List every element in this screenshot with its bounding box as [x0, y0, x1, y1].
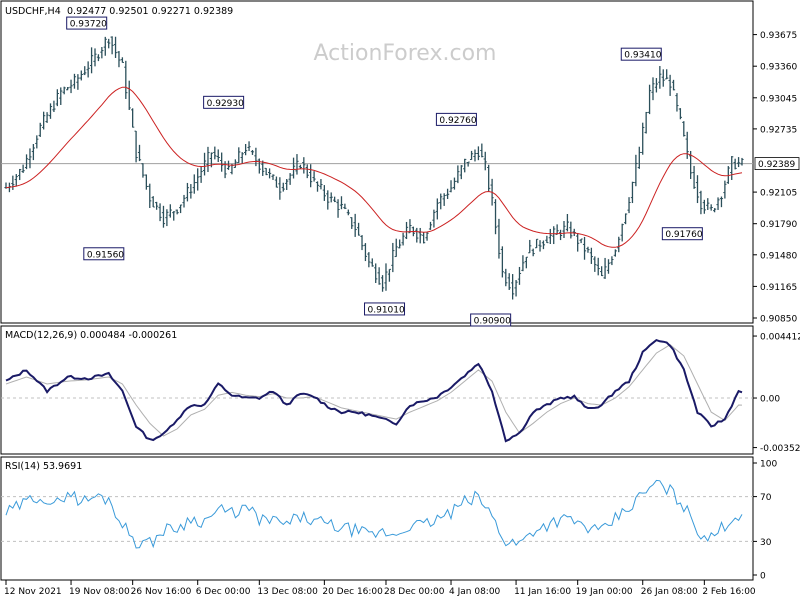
- price-label-box: [435, 112, 477, 126]
- price-labels-layer: 0.93720 0.91560 0.92930 0.91010 0.92760 0.909…: [66, 16, 703, 327]
- price-label-box: [470, 313, 512, 327]
- macd-panel-frame: [0, 325, 754, 455]
- price-label: 0.92930: [207, 99, 244, 109]
- price-label-box: [83, 247, 125, 261]
- time-tick-label: 19 Jan 00:00: [576, 587, 633, 597]
- rsi-tick-label: 30: [760, 538, 772, 548]
- macd-tick-label: 0.004412: [760, 333, 800, 343]
- macd-main-line: [5, 338, 743, 443]
- price-label-box: [620, 47, 662, 61]
- price-label: 0.92760: [439, 116, 476, 126]
- time-tick-label: 12 Nov 2021: [4, 587, 62, 597]
- price-tick-label: 0.93360: [760, 63, 797, 73]
- price-tick-label: 0.91165: [760, 283, 797, 293]
- price-label: 0.90900: [474, 316, 511, 326]
- macd-signal-line: [5, 343, 743, 437]
- price-label-box: [661, 227, 703, 241]
- symbol-label: USDCHF,H4: [5, 6, 61, 17]
- price-tick-label: 0.90850: [760, 315, 797, 325]
- price-tick-label: 0.92105: [760, 189, 797, 199]
- rsi-line: [5, 479, 743, 549]
- time-tick-label: 28 Dec 00:00: [384, 587, 445, 597]
- macd-layer: [5, 338, 743, 443]
- price-label-box: [364, 302, 406, 316]
- rsi-tick-label: 0: [760, 572, 766, 582]
- price-tick-label: 0.91480: [760, 251, 797, 261]
- time-tick-label: 6 Dec 00:00: [196, 587, 251, 597]
- price-label-box: [66, 16, 108, 30]
- price-label: 0.91760: [665, 230, 702, 240]
- price-label: 0.91010: [368, 305, 405, 315]
- time-tick-label: 26 Jan 08:00: [641, 587, 698, 597]
- macd-tick-label: -0.003528: [760, 444, 800, 454]
- rsi-tick-label: 100: [760, 460, 777, 470]
- price-label: 0.93720: [70, 20, 107, 30]
- current-price-label: 0.92389: [758, 160, 795, 170]
- time-tick-label: 2 Feb 16:00: [702, 587, 756, 597]
- price-label: 0.91560: [87, 250, 124, 260]
- rsi-tick-label: 70: [760, 493, 772, 503]
- price-tick-label: 0.92735: [760, 125, 797, 135]
- time-tick-label: 4 Jan 08:00: [449, 587, 501, 597]
- macd-title: MACD(12,26,9) 0.000484 -0.000261: [5, 330, 177, 341]
- rsi-panel-frame: [0, 456, 754, 581]
- price-tick-label: 0.93045: [760, 94, 797, 104]
- time-tick-label: 11 Jan 16:00: [514, 587, 571, 597]
- watermark: ActionForex.com: [314, 41, 497, 66]
- rsi-title: RSI(14) 53.9691: [5, 461, 82, 472]
- time-tick-label: 26 Nov 16:00: [131, 587, 192, 597]
- price-tick-label: 0.91790: [760, 220, 797, 230]
- quote-values: 0.92477 0.92501 0.92271 0.92389: [67, 6, 233, 17]
- macd-tick-label: 0.00: [760, 395, 780, 405]
- rsi-layer: [5, 479, 743, 549]
- time-tick-label: 13 Dec 08:00: [257, 587, 318, 597]
- price-label-box: [203, 95, 245, 109]
- grid-layer: [1, 163, 753, 542]
- price-tick-label: 0.93675: [760, 31, 797, 41]
- price-label: 0.93410: [624, 51, 661, 61]
- time-tick-label: 19 Nov 08:00: [69, 587, 130, 597]
- moving-average-line: [5, 86, 743, 248]
- axes-layer: 0.93675 0.93360 0.93045 0.92735 0.92105 0.917…: [4, 31, 800, 597]
- time-tick-label: 20 Dec 16:00: [322, 587, 383, 597]
- current-price-box: [754, 157, 800, 171]
- price-layer: [4, 36, 744, 300]
